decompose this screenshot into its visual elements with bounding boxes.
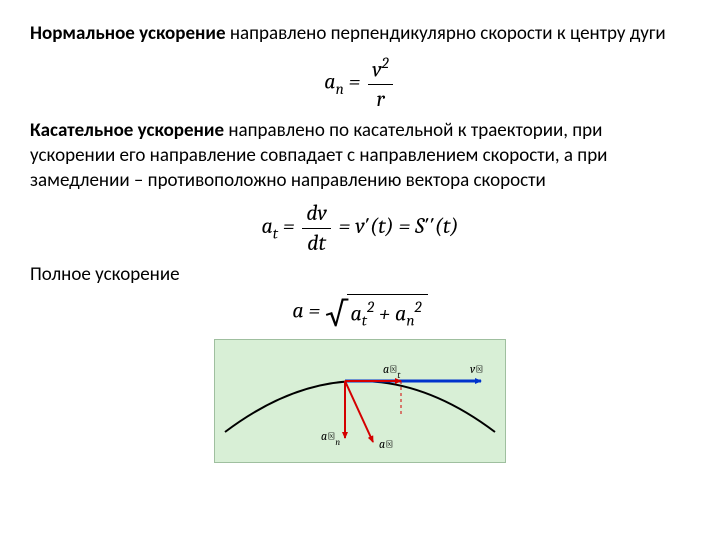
formula-at: at = dvdt = v′(t) = S′′(t) [30, 199, 690, 257]
formula-an: an = v2r [30, 53, 690, 114]
svg-text:v⃗: v⃗ [470, 362, 483, 376]
term-tangential-accel: Касательное ускорение [30, 119, 224, 142]
acceleration-diagram: a⃗tv⃗a⃗na⃗ [214, 339, 506, 463]
text-total-accel: Полное ускорение [30, 263, 180, 286]
paragraph-normal-accel: Нормальное ускорение направлено перпенди… [30, 22, 690, 47]
paragraph-tangential-accel: Касательное ускорение направлено по каса… [30, 119, 690, 193]
paragraph-total-accel: Полное ускорение [30, 263, 690, 288]
svg-text:a⃗: a⃗ [379, 437, 393, 451]
text-normal-accel-desc: направлено перпендикулярно скорости к це… [226, 22, 666, 45]
formula-a: a = √at2 + an2 [30, 294, 690, 331]
term-normal-accel: Нормальное ускорение [30, 22, 226, 45]
